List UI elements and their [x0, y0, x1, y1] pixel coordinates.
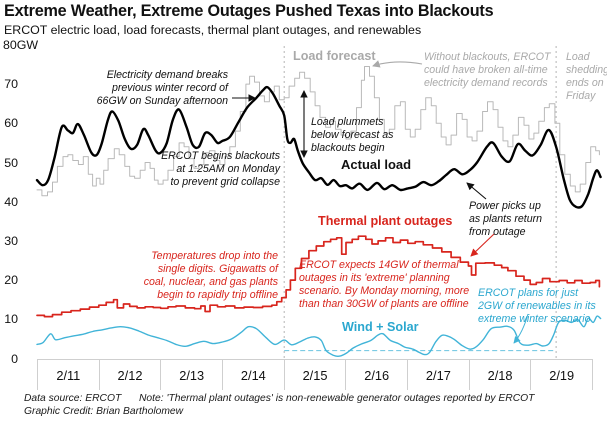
annotation-load-shedding: Load shedding ends on Friday [566, 51, 607, 103]
annotation-temps-drop: Temperatures drop into the single digits… [143, 250, 278, 302]
y-tick-label: 70 [4, 77, 18, 92]
annotation-demand-record: Electricity demand breaks previous winte… [96, 69, 228, 108]
series-wind-solar [36, 315, 602, 357]
y-tick-label: 80GW [3, 37, 39, 52]
annotation-blackouts-begin: ERCOT begins blackouts at 1:25AM on Mond… [161, 150, 280, 189]
outages-series-label: Thermal plant outages [318, 214, 453, 228]
y-tick-label: 20 [4, 273, 18, 288]
renewables-arrow [513, 313, 529, 344]
actual-series-label: Actual load [341, 157, 412, 172]
y-tick-label: 40 [4, 194, 18, 209]
series-actual-load [35, 85, 602, 209]
power-up-red-arrow [470, 233, 495, 257]
graphic-credit: Graphic Credit: Brian Bartholomew [24, 406, 184, 417]
forecast-peak-arrow [372, 60, 423, 68]
page-title: Extreme Weather, Extreme Outages Pushed … [4, 2, 494, 20]
y-tick-label: 30 [4, 233, 18, 248]
x-tick-label: 2/19 [530, 360, 594, 390]
annotation-power-picks-up: Power picks up as plants return from out… [469, 200, 543, 239]
x-tick-label: 2/16 [345, 360, 407, 390]
data-source: Data source: ERCOT [24, 393, 122, 404]
chart-note: Note: 'Thermal plant outages' is non-ren… [139, 393, 535, 404]
forecast-series-label: Load forecast [293, 49, 376, 63]
annotation-renewables-plan: ERCOT plans for just 2GW of renewables i… [478, 287, 596, 326]
y-tick-label: 0 [11, 351, 18, 366]
x-tick-label: 2/18 [468, 360, 531, 390]
series-thermal-plant-outages [36, 235, 601, 318]
y-tick-label: 50 [4, 155, 18, 170]
wind-series-label: Wind + Solar [342, 320, 419, 334]
annotation-without-blackouts: Without blackouts, ERCOT could have brok… [424, 51, 551, 90]
x-tick-label: 2/13 [160, 360, 222, 390]
x-tick-label: 2/17 [407, 360, 469, 390]
x-tick-label: 2/15 [283, 360, 346, 390]
x-axis: 2/11 2/12 2/13 2/14 2/15 2/16 2/17 2/18 2/19 [37, 359, 594, 390]
annotation-ercot-expects: ERCOT expects 14GW of thermal outages in… [299, 259, 470, 311]
y-tick-label: 60 [4, 116, 18, 131]
y-tick-label: 10 [4, 312, 18, 327]
series-load-forecast [36, 66, 600, 197]
x-tick-label: 2/14 [222, 360, 284, 390]
page-subtitle: ERCOT electric load, load forecasts, the… [4, 23, 422, 37]
power-up-black-arrow [466, 182, 487, 200]
reference-lines-layer [283, 46, 557, 359]
annotation-load-plummets: Load plummets below forecast as blackout… [311, 116, 394, 155]
data-series-layer [35, 66, 602, 357]
annotation-arrows-layer [232, 60, 529, 344]
x-tick-label: 2/11 [37, 360, 99, 390]
x-tick-label: 2/12 [98, 360, 161, 390]
